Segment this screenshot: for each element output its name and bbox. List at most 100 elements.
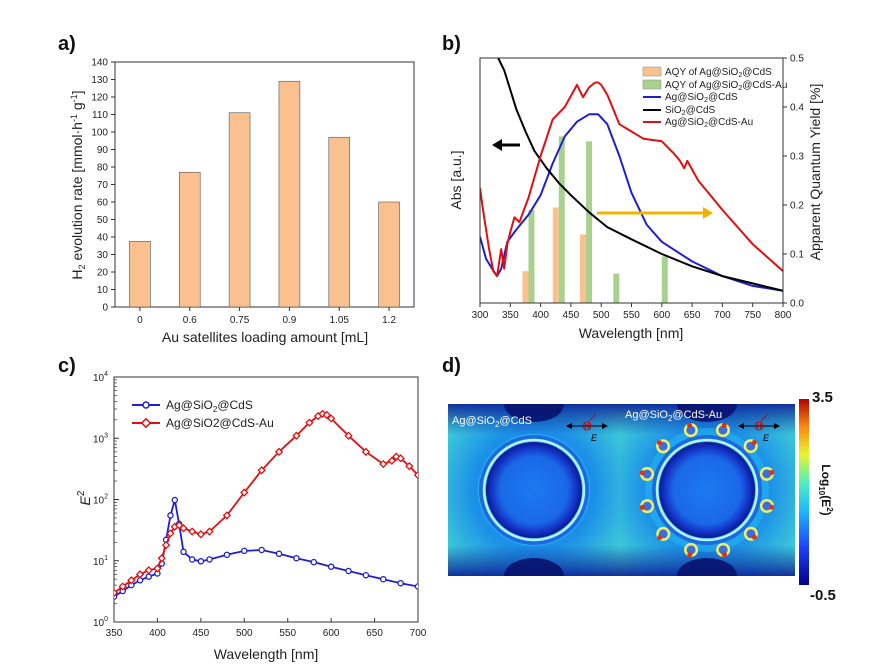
- data-point-ag-sio2-cds-au: [387, 456, 397, 465]
- field-maps: Ag@SiO2@CdS E Ag@SiO2@CdS-Au: [448, 389, 836, 604]
- panel-label-c: c): [58, 355, 76, 377]
- au-satellite-core: [718, 425, 728, 435]
- x-tick-label: 700: [714, 310, 731, 321]
- data-point-ag-sio2-cds: [275, 550, 283, 558]
- data-point-ag-sio2-cds-au: [144, 566, 153, 575]
- au-satellite-core: [762, 501, 772, 511]
- y-tick-label: 10: [97, 285, 109, 296]
- y-tick-label: 140: [91, 58, 108, 69]
- x-axis-label: Wavelength [nm]: [579, 325, 684, 341]
- data-point-ag-sio2-cds: [241, 547, 248, 555]
- au-satellite-peak: [639, 470, 645, 476]
- bar: [278, 80, 301, 307]
- au-satellite-peak: [639, 504, 645, 510]
- legend-label-ag-sio2-cds-au: Ag@SiO2@CdS-Au: [665, 117, 753, 129]
- map-label-ag-sio2-cds-au: Ag@SiO2@CdS-Au: [625, 409, 722, 423]
- panel-label-d: d): [442, 355, 461, 377]
- data-point-ag-sio2-cds-au: [379, 459, 388, 469]
- au-satellite-peak: [687, 552, 693, 558]
- data-point-ag-sio2-cds: [345, 567, 352, 575]
- series-line-ag-sio2-cds-au: [480, 81, 783, 278]
- legend-label-aqy-cds: AQY of Ag@SiO2@CdS: [665, 67, 772, 79]
- legend-marker-circle: [142, 401, 150, 409]
- data-point-ag-sio2-cds: [310, 558, 318, 566]
- y-tick-label: 60: [97, 198, 109, 209]
- x-tick-label: 550: [623, 310, 640, 321]
- y-tick-label: 103: [93, 432, 108, 445]
- au-satellite-peak: [769, 470, 775, 476]
- data-point-ag-sio2-cds: [380, 575, 387, 583]
- colorbar-label: Log10(E2): [817, 464, 834, 515]
- au-satellite-peak: [751, 440, 757, 446]
- plot-frame: [113, 376, 419, 623]
- data-point-ag-sio2-cds-au: [396, 454, 405, 463]
- legend-marker-diamond: [140, 417, 152, 429]
- bar: [129, 241, 151, 307]
- data-point-ag-sio2-cds: [258, 546, 265, 554]
- legend-swatch-aqy-cds: [642, 66, 662, 77]
- polarization-icon: E: [738, 413, 780, 443]
- data-point-ag-sio2-cds-au: [118, 582, 127, 591]
- au-satellite-core: [686, 545, 696, 555]
- left-axis-arrow: [492, 139, 520, 151]
- data-point-ag-sio2-cds: [188, 556, 196, 563]
- y2-tick-label: 0.4: [790, 103, 804, 114]
- y-tick-label: 0: [102, 303, 108, 314]
- x-tick-label: 500: [593, 310, 610, 321]
- legend-label-ag-sio2-cds-au: Ag@SiO2@CdS-Au: [166, 416, 274, 430]
- y-tick-label: 70: [97, 180, 109, 191]
- y-axis-label: Abs [a.u.]: [448, 150, 464, 209]
- panel-label-a: a): [58, 33, 76, 55]
- data-point-ag-sio2-cds-au: [361, 447, 371, 457]
- series-line-ag-sio2-cds: [114, 499, 418, 598]
- x-tick-label: 400: [532, 310, 549, 321]
- au-satellite-peak: [657, 440, 663, 446]
- y2-tick-label: 0.0: [790, 299, 804, 310]
- data-point-ag-sio2-cds: [362, 571, 370, 579]
- x-tick-label: 750: [744, 310, 761, 321]
- y-tick-label: 110: [92, 110, 108, 121]
- au-satellite-peak: [657, 534, 663, 540]
- y-tick-label: 30: [97, 250, 109, 261]
- x-tick-label: 350: [502, 310, 519, 321]
- legend-label-ag-sio2-cds: Ag@SiO2@CdS: [166, 398, 253, 414]
- data-point-ag-sio2-cds: [145, 573, 152, 580]
- au-satellite-peak: [769, 504, 775, 510]
- y-tick-label: 102: [93, 494, 108, 507]
- data-point-ag-sio2-cds-au: [274, 447, 284, 457]
- colorbar-min: -0.5: [810, 587, 836, 604]
- au-satellite-peak: [687, 422, 693, 428]
- y-tick-label: 40: [97, 233, 109, 244]
- x-tick-label: 300: [472, 310, 489, 321]
- colorbar-max: 3.5: [812, 389, 833, 406]
- y-tick-label: 104: [93, 371, 108, 384]
- aqy-bar-ag-sio2-cds: [580, 234, 587, 303]
- polarization-icon: E: [566, 413, 608, 443]
- x-tick-label: 0.9: [282, 315, 296, 326]
- legend-label-aqy-cds-au: AQY of Ag@SiO2@CdS-Au: [665, 80, 787, 92]
- data-point-ag-sio2-cds: [414, 583, 418, 590]
- data-point-ag-sio2-cds: [397, 579, 404, 587]
- x-tick-label: 650: [366, 628, 383, 639]
- data-point-ag-sio2-cds-au: [257, 466, 266, 475]
- y-tick-label: 80: [97, 163, 109, 174]
- y-tick-label: 120: [91, 93, 108, 104]
- legend-label-sio2-cds: SiO2@CdS: [665, 105, 716, 117]
- data-point-ag-sio2-cds: [206, 556, 213, 563]
- legend: Ag@SiO2@CdS Ag@SiO2@CdS-Au: [132, 398, 274, 430]
- data-point-ag-sio2-cds-au: [153, 564, 162, 573]
- data-point-ag-sio2-cds-au: [127, 576, 136, 585]
- series-line-sio2-cds: [497, 58, 783, 292]
- au-satellite-peak: [721, 422, 727, 428]
- data-point-ag-sio2-cds: [223, 551, 231, 559]
- x-tick-label: 600: [653, 310, 670, 321]
- x-tick-label: 450: [193, 628, 210, 639]
- y-tick-label: 101: [93, 555, 108, 568]
- data-point-ag-sio2-cds-au: [413, 470, 418, 480]
- y2-axis-label: Apparent Quantum Yield [%]: [807, 84, 823, 261]
- aqy-bar-ag-sio2-cds-au: [528, 209, 535, 303]
- data-point-ag-sio2-cds-au: [305, 418, 314, 427]
- aqy-bar-ag-sio2-cds: [522, 271, 529, 303]
- data-point-ag-sio2-cds-au: [135, 570, 145, 579]
